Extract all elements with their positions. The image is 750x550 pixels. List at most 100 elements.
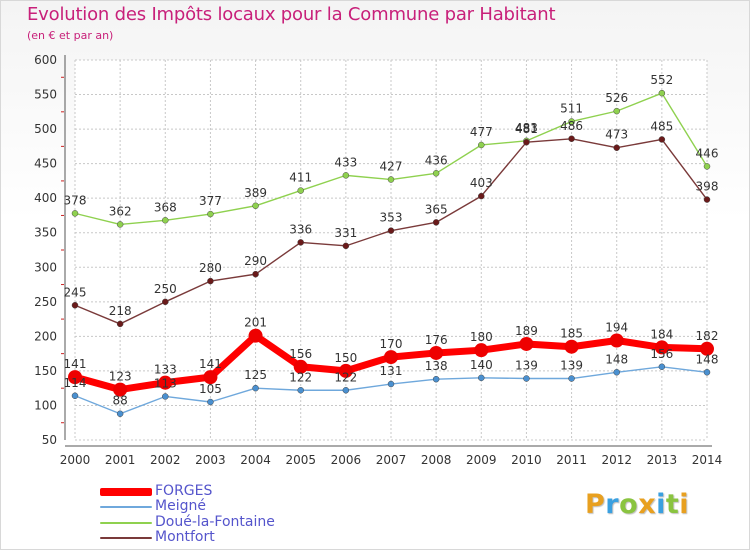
data-label-montfort: 485 bbox=[650, 119, 673, 133]
data-point-dou-la-fontaine bbox=[207, 210, 214, 218]
data-point-forges bbox=[158, 375, 173, 390]
data-label-montfort: 280 bbox=[199, 261, 222, 275]
data-point-montfort bbox=[207, 277, 214, 285]
data-label-forges: 150 bbox=[334, 351, 357, 365]
y-tick-label: 500 bbox=[34, 122, 57, 136]
logo-letter: i bbox=[679, 489, 690, 520]
data-point-dou-la-fontaine bbox=[297, 187, 304, 194]
data-label-dou-la-fontaine: 433 bbox=[334, 155, 357, 169]
data-label-montfort: 218 bbox=[109, 304, 132, 318]
x-tick-label: 2012 bbox=[601, 453, 632, 467]
data-label-meign: 105 bbox=[199, 382, 222, 396]
y-tick-label: 150 bbox=[34, 364, 57, 378]
data-point-dou-la-fontaine bbox=[703, 163, 711, 170]
data-label-meign: 122 bbox=[334, 370, 357, 384]
data-point-montfort bbox=[568, 135, 575, 143]
data-point-meign bbox=[71, 392, 79, 400]
legend-item-montfort: Montfort bbox=[100, 529, 360, 546]
data-point-montfort bbox=[432, 219, 440, 226]
y-tick-label: 550 bbox=[34, 88, 57, 102]
data-point-meign bbox=[297, 387, 304, 394]
data-label-montfort: 336 bbox=[289, 222, 312, 236]
y-tick-label: 350 bbox=[34, 226, 57, 240]
data-label-forges: 189 bbox=[515, 324, 538, 338]
x-tick-label: 2005 bbox=[285, 453, 316, 467]
data-point-meign bbox=[478, 374, 485, 382]
x-tick-label: 2010 bbox=[511, 453, 542, 467]
chart-title: Evolution des Impôts locaux pour la Comm… bbox=[27, 4, 556, 25]
logo-letter: o bbox=[619, 489, 639, 520]
data-label-dou-la-fontaine: 436 bbox=[425, 153, 448, 167]
data-label-meign: 113 bbox=[154, 376, 177, 390]
data-point-dou-la-fontaine bbox=[116, 221, 124, 228]
data-point-meign bbox=[342, 387, 350, 394]
chart-subtitle: (en € et par an) bbox=[27, 29, 114, 42]
legend-label-meigne: Meigné bbox=[155, 498, 206, 514]
data-label-meign: 148 bbox=[605, 352, 628, 366]
data-point-montfort bbox=[703, 196, 711, 203]
logo-letter: x bbox=[638, 489, 657, 520]
data-point-montfort bbox=[252, 270, 259, 278]
data-point-meign bbox=[387, 380, 395, 388]
data-label-montfort: 353 bbox=[380, 211, 403, 225]
data-point-meign bbox=[523, 375, 530, 382]
y-tick-label: 300 bbox=[34, 260, 57, 274]
data-point-forges bbox=[474, 343, 489, 358]
x-tick-label: 2009 bbox=[466, 453, 497, 467]
x-tick-label: 2008 bbox=[421, 453, 452, 467]
y-tick-label: 100 bbox=[34, 398, 57, 412]
logo-letter: r bbox=[605, 489, 620, 520]
data-point-forges bbox=[338, 363, 353, 378]
data-label-meign: 138 bbox=[425, 359, 448, 373]
proxiti-logo: Proxiti bbox=[585, 489, 689, 520]
legend-swatch-doue bbox=[100, 522, 152, 524]
data-point-meign bbox=[432, 375, 440, 383]
data-label-forges: 170 bbox=[380, 337, 403, 351]
data-label-forges: 201 bbox=[244, 316, 267, 330]
data-label-montfort: 290 bbox=[244, 254, 267, 268]
data-label-forges: 194 bbox=[605, 321, 628, 335]
data-point-forges bbox=[700, 341, 714, 356]
data-label-forges: 156 bbox=[289, 347, 312, 361]
data-label-meign: 148 bbox=[696, 352, 719, 366]
data-label-dou-la-fontaine: 411 bbox=[289, 171, 312, 185]
data-point-montfort bbox=[478, 192, 485, 200]
data-point-montfort bbox=[387, 227, 395, 234]
data-label-dou-la-fontaine: 427 bbox=[380, 160, 403, 174]
x-tick-label: 2013 bbox=[647, 453, 678, 467]
data-label-meign: 156 bbox=[650, 347, 673, 361]
data-point-dou-la-fontaine bbox=[387, 176, 395, 183]
data-point-meign bbox=[568, 375, 575, 382]
y-tick-label: 400 bbox=[34, 191, 57, 205]
data-point-forges bbox=[609, 333, 624, 348]
data-label-montfort: 245 bbox=[64, 285, 87, 299]
data-label-montfort: 250 bbox=[154, 282, 177, 296]
y-tick-label: 50 bbox=[42, 433, 57, 447]
data-point-dou-la-fontaine bbox=[613, 107, 620, 115]
x-tick-label: 2003 bbox=[195, 453, 226, 467]
data-label-dou-la-fontaine: 526 bbox=[605, 91, 628, 105]
data-point-montfort bbox=[297, 239, 304, 246]
data-label-dou-la-fontaine: 377 bbox=[199, 194, 222, 208]
data-label-meign: 131 bbox=[380, 364, 403, 378]
data-label-meign: 88 bbox=[113, 394, 128, 408]
x-tick-label: 2004 bbox=[240, 453, 271, 467]
data-point-montfort bbox=[523, 138, 530, 146]
legend-label-doue: Doué-la-Fontaine bbox=[155, 514, 275, 530]
legend-label-forges: FORGES bbox=[155, 483, 213, 499]
data-point-forges bbox=[429, 345, 444, 360]
x-tick-label: 2011 bbox=[556, 453, 587, 467]
data-point-meign bbox=[162, 393, 169, 400]
legend-item-forges: FORGES bbox=[100, 483, 360, 500]
data-label-montfort: 403 bbox=[470, 176, 493, 190]
data-label-montfort: 331 bbox=[334, 226, 357, 240]
data-label-dou-la-fontaine: 552 bbox=[650, 73, 673, 87]
data-label-forges: 123 bbox=[109, 370, 132, 384]
data-label-dou-la-fontaine: 362 bbox=[109, 204, 132, 218]
data-point-dou-la-fontaine bbox=[342, 172, 350, 179]
data-label-forges: 176 bbox=[425, 333, 448, 347]
data-label-dou-la-fontaine: 368 bbox=[154, 200, 177, 214]
data-point-dou-la-fontaine bbox=[71, 210, 79, 217]
data-label-forges: 141 bbox=[199, 357, 222, 371]
logo-letter: P bbox=[585, 489, 606, 520]
